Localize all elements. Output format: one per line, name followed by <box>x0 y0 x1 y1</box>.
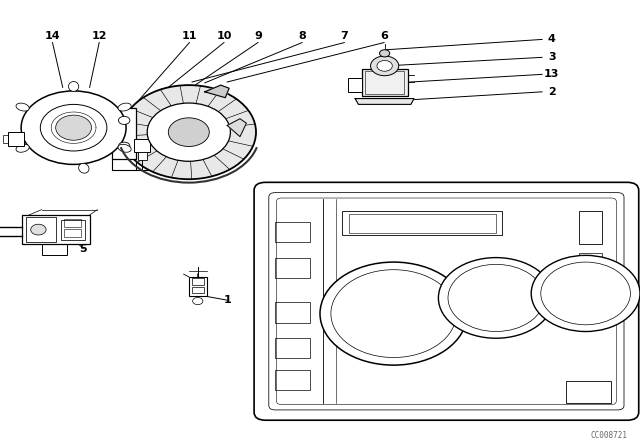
Circle shape <box>118 116 130 125</box>
Ellipse shape <box>68 82 79 91</box>
FancyBboxPatch shape <box>254 182 639 420</box>
Text: 9: 9 <box>254 31 262 41</box>
Bar <box>349 214 496 233</box>
Circle shape <box>168 118 209 146</box>
Bar <box>189 277 207 296</box>
Bar <box>579 211 602 244</box>
Bar <box>579 253 602 280</box>
Text: 3: 3 <box>548 52 556 62</box>
Circle shape <box>193 297 203 305</box>
Bar <box>275 302 310 323</box>
Bar <box>192 287 204 293</box>
Ellipse shape <box>118 103 131 111</box>
Text: 14: 14 <box>45 31 60 41</box>
Bar <box>3 135 8 143</box>
Text: 5: 5 <box>79 244 87 254</box>
Bar <box>275 222 310 242</box>
Text: 6: 6 <box>380 31 388 41</box>
Polygon shape <box>205 85 229 98</box>
Ellipse shape <box>16 144 29 152</box>
Text: CC008721: CC008721 <box>590 431 627 440</box>
Bar <box>22 215 90 244</box>
Bar <box>134 139 150 152</box>
Bar <box>365 71 404 94</box>
Circle shape <box>21 91 126 164</box>
Bar <box>566 381 611 403</box>
Text: 2: 2 <box>548 87 556 97</box>
Bar <box>42 244 67 255</box>
Bar <box>8 132 24 146</box>
Polygon shape <box>227 119 246 137</box>
Circle shape <box>371 56 399 76</box>
Text: 8: 8 <box>298 31 306 41</box>
Text: 10: 10 <box>216 31 232 41</box>
Bar <box>64 219 81 227</box>
Circle shape <box>377 60 392 71</box>
Ellipse shape <box>16 103 29 111</box>
Bar <box>26 217 56 242</box>
Text: 12: 12 <box>92 31 107 41</box>
Circle shape <box>380 50 390 57</box>
Circle shape <box>438 258 554 338</box>
Circle shape <box>531 255 640 332</box>
Text: 11: 11 <box>182 31 197 41</box>
Text: 1: 1 <box>223 295 231 305</box>
Text: 4: 4 <box>548 34 556 44</box>
Bar <box>275 370 310 390</box>
Bar <box>348 78 362 92</box>
Text: 7: 7 <box>340 31 348 41</box>
Text: 13: 13 <box>544 69 559 79</box>
Circle shape <box>118 142 130 150</box>
Circle shape <box>31 224 46 235</box>
Circle shape <box>122 85 256 179</box>
Bar <box>138 152 147 160</box>
Bar <box>192 278 204 285</box>
Bar <box>112 108 136 159</box>
Bar <box>61 220 85 240</box>
Circle shape <box>320 262 467 365</box>
Bar <box>64 229 81 237</box>
Bar <box>275 338 310 358</box>
Ellipse shape <box>118 144 131 152</box>
Bar <box>275 258 310 278</box>
Circle shape <box>40 104 107 151</box>
Polygon shape <box>355 99 414 104</box>
Ellipse shape <box>79 164 89 173</box>
Bar <box>342 211 502 235</box>
Circle shape <box>56 115 92 140</box>
Circle shape <box>147 103 230 161</box>
Bar <box>362 69 408 96</box>
